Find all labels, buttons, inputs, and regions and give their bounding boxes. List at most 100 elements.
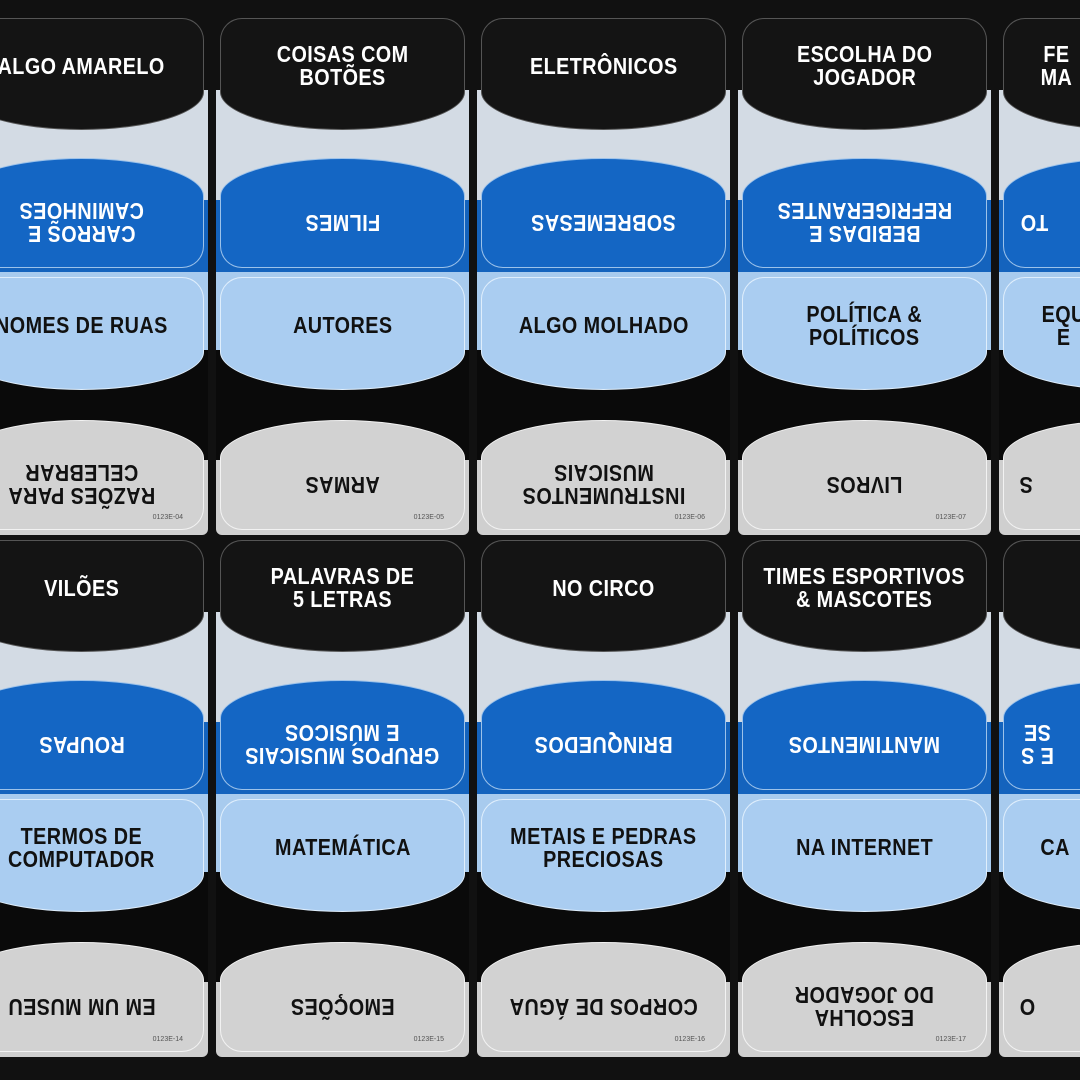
- category-line: BEBIDAS E: [808, 221, 921, 247]
- category-line: FE: [1043, 41, 1070, 67]
- category-line: COISAS COM: [276, 41, 409, 67]
- category-label: NOMES DE RUAS: [0, 314, 168, 337]
- category-band-gray: ESCOLHA DO JOGADOR 0123E-17: [742, 942, 987, 1052]
- category-band-blue: E S SE: [1003, 680, 1080, 790]
- category-label: TIMES ESPORTIVOS & MASCOTES: [764, 565, 965, 611]
- category-line: EM UM MUSEU: [7, 993, 156, 1020]
- card-code: 0123E-07: [935, 514, 966, 521]
- category-line: ALGO AMARELO: [0, 52, 166, 79]
- category-line: PRECIOSAS: [543, 845, 664, 872]
- category-label: COISAS COM BOTÕES: [277, 43, 409, 89]
- category-line: ARMAS: [305, 471, 380, 498]
- category-card: ELETRÔNICOS SOBREMESAS ALGO MOLHADO INSTRUM…: [477, 15, 730, 535]
- category-band-top: PALAVRAS DE 5 LETRAS: [220, 540, 465, 652]
- category-label: AUTORES: [293, 314, 392, 337]
- category-line: MANTIMENTOS: [788, 731, 941, 758]
- category-line: EMOÇÕES: [290, 993, 395, 1020]
- category-line: COMPUTADOR: [8, 845, 155, 872]
- category-line: EQU: [1041, 300, 1080, 327]
- category-line: E S: [1020, 743, 1054, 769]
- category-band-light: CA: [1003, 799, 1080, 912]
- category-label: PALAVRAS DE 5 LETRAS: [271, 565, 415, 611]
- category-line: E MÚSICOS: [285, 720, 400, 746]
- category-label: EMOÇÕES: [290, 993, 395, 1020]
- category-band-top: VILÕES: [0, 540, 204, 652]
- category-line: BOTÕES: [299, 64, 386, 90]
- category-label: INSTRUMENTOS MUSICAIS: [522, 460, 685, 509]
- card-code: 0123E-04: [152, 514, 183, 521]
- category-label: BEBIDAS E REFRIGERANTES: [777, 198, 952, 247]
- category-card: ALGO AMARELO CARROS E CAMINHÕES NOMES DE RU…: [0, 15, 208, 535]
- category-band-gray: O: [1003, 942, 1080, 1052]
- category-line: ROUPAS: [38, 731, 125, 758]
- category-band-top: COISAS COM BOTÕES: [220, 18, 465, 130]
- card-code: 0123E-16: [674, 1036, 705, 1043]
- category-line: NOMES DE RUAS: [0, 312, 168, 338]
- category-label: S: [1019, 472, 1033, 498]
- category-card: NO CIRCO BRINQUEDOS METAIS E PEDRAS PRECIOS…: [477, 537, 730, 1057]
- category-line: MUSICAIS: [553, 460, 654, 486]
- category-line: NO CIRCO: [552, 574, 655, 601]
- category-band-blue: SOBREMESAS: [481, 158, 726, 268]
- category-label: EQUE: [1041, 300, 1080, 350]
- category-line: CA: [1040, 834, 1070, 860]
- category-band-light: POLÍTICA & POLÍTICOS: [742, 277, 987, 390]
- category-band-light: AUTORES: [220, 277, 465, 390]
- category-line: 5 LETRAS: [292, 586, 393, 612]
- category-label: FE MA: [1041, 43, 1073, 89]
- category-label: ALGO MOLHADO: [519, 314, 689, 337]
- category-band-gray: INSTRUMENTOS MUSICAIS 0123E-06: [481, 420, 726, 530]
- category-line: NA INTERNET: [796, 834, 933, 860]
- category-label: CARROS E CAMINHÕES: [19, 198, 144, 247]
- category-label: EM UM MUSEU: [7, 993, 156, 1020]
- category-band-top: TIMES ESPORTIVOS & MASCOTES: [742, 540, 987, 652]
- category-card: TIMES ESPORTIVOS & MASCOTES MANTIMENTOS NA …: [738, 537, 991, 1057]
- category-line: AUTORES: [292, 312, 393, 338]
- category-label: TO: [1020, 210, 1048, 236]
- category-label: MANTIMENTOS: [788, 731, 941, 758]
- category-line: POLÍTICA &: [806, 300, 923, 327]
- category-band-top: ALGO AMARELO: [0, 18, 204, 130]
- category-band-top: [1003, 540, 1080, 652]
- category-line: ELETRÔNICOS: [529, 52, 678, 79]
- category-line: POLÍTICOS: [809, 323, 920, 350]
- category-line: ALGO MOLHADO: [518, 312, 689, 338]
- category-line: E: [1056, 323, 1071, 350]
- category-band-blue: TO: [1003, 158, 1080, 268]
- category-card: E S SE CA O: [999, 537, 1080, 1057]
- category-label: ELETRÔNICOS: [529, 52, 678, 79]
- category-band-gray: EMOÇÕES 0123E-15: [220, 942, 465, 1052]
- category-label: POLÍTICA & POLÍTICOS: [806, 300, 923, 350]
- category-label: TERMOS DE COMPUTADOR: [8, 824, 155, 872]
- category-label: GRUPOS MUSICAIS E MÚSICOS: [245, 720, 439, 769]
- category-card: VILÕES ROUPAS TERMOS DE COMPUTADOR EM UM MUS…: [0, 537, 208, 1057]
- card-code: 0123E-06: [674, 514, 705, 521]
- category-band-light: TERMOS DE COMPUTADOR: [0, 799, 204, 912]
- card-code: 0123E-17: [935, 1036, 966, 1043]
- category-line: CARROS E: [27, 221, 136, 247]
- category-line: METAIS E PEDRAS: [510, 822, 697, 849]
- card-code: 0123E-14: [152, 1036, 183, 1043]
- category-line: DO JOGADOR: [794, 982, 935, 1008]
- category-band-light: NA INTERNET: [742, 799, 987, 912]
- category-line: O: [1019, 993, 1036, 1020]
- category-band-light: ALGO MOLHADO: [481, 277, 726, 390]
- category-line: CAMINHÕES: [19, 198, 144, 224]
- category-label: NA INTERNET: [796, 836, 933, 859]
- category-label: ESCOLHA DO JOGADOR: [797, 43, 932, 89]
- category-line: JOGADOR: [812, 64, 917, 90]
- category-band-light: NOMES DE RUAS: [0, 277, 204, 390]
- category-line: MA: [1040, 64, 1073, 90]
- category-band-blue: FILMES: [220, 158, 465, 268]
- category-label: LIVROS: [826, 472, 902, 498]
- card-code: 0123E-15: [413, 1036, 444, 1043]
- category-line: RAZÕES PARA: [7, 483, 156, 509]
- category-label: ALGO AMARELO: [0, 52, 166, 79]
- category-label: E S SE: [1020, 720, 1054, 769]
- category-band-blue: MANTIMENTOS: [742, 680, 987, 790]
- category-band-blue: CARROS E CAMINHÕES: [0, 158, 204, 268]
- category-line: FILMES: [304, 209, 381, 236]
- category-line: CORPOS DE ÁGUA: [509, 993, 698, 1020]
- category-band-light: MATEMÁTICA: [220, 799, 465, 912]
